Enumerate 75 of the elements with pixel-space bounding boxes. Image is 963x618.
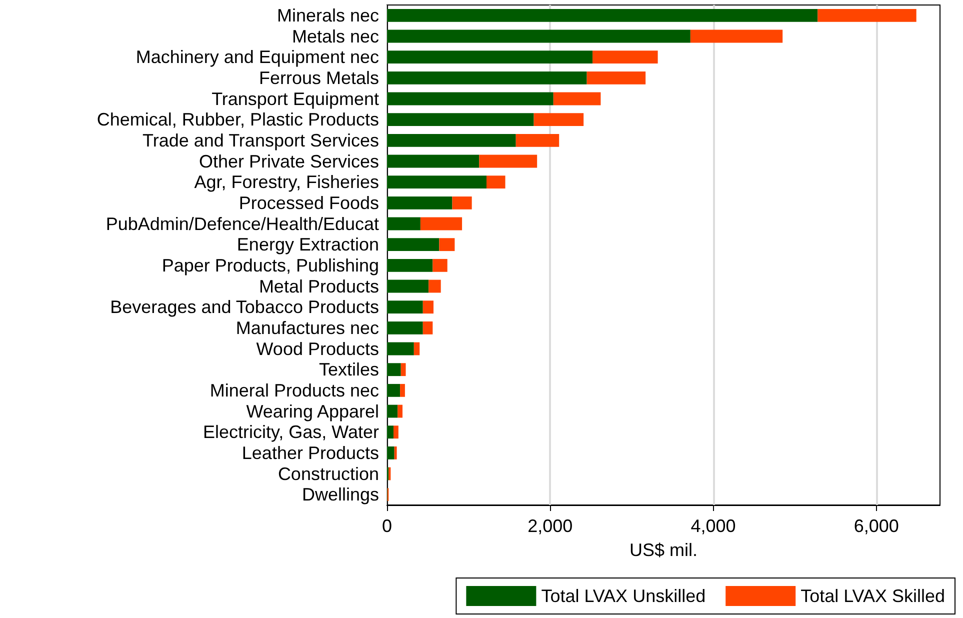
bar [452, 196, 472, 210]
bar [387, 404, 398, 418]
bar [387, 71, 587, 84]
bar [387, 50, 593, 64]
y-tick-label: Textiles [318, 360, 379, 380]
y-tick-label: Processed Foods [238, 192, 379, 213]
x-tick-label: 4,000 [690, 516, 736, 536]
bar [387, 342, 414, 356]
bar [387, 363, 401, 376]
y-tick-label: Chemical, Rubber, Plastic Products [96, 110, 379, 130]
y-tick-label: Machinery and Equipment nec [136, 47, 379, 68]
bar [387, 321, 423, 334]
bar [586, 71, 646, 84]
bar [387, 176, 487, 189]
bar [592, 50, 658, 64]
bar [422, 321, 433, 334]
y-tick-label: Wood Products [256, 338, 379, 359]
bar [387, 280, 429, 293]
bar [534, 113, 584, 126]
y-tick-label: Construction [278, 464, 379, 484]
bar [818, 8, 916, 22]
bar [394, 446, 397, 460]
x-axis-title: US$ mil. [629, 540, 698, 560]
y-tick-label: Electricity, Gas, Water [202, 422, 379, 442]
bar [387, 113, 534, 126]
bar [387, 92, 554, 106]
bar [420, 217, 462, 230]
y-tick-label: Metals nec [292, 26, 379, 46]
y-tick-label: Paper Products, Publishing [162, 255, 379, 276]
x-tick-label: 0 [382, 516, 392, 536]
bar [439, 238, 455, 252]
bar [422, 300, 434, 314]
y-tick-label: Agr, Forestry, Fisheries [194, 172, 379, 192]
bar [387, 154, 480, 168]
bar [387, 446, 394, 460]
x-tick-label: 6,000 [854, 516, 899, 536]
bar [387, 8, 818, 22]
bar [387, 384, 400, 397]
y-tick-label: Dwellings [302, 484, 379, 505]
bar [387, 134, 516, 147]
bar [516, 134, 560, 147]
bar [387, 238, 440, 252]
bar [394, 426, 398, 439]
bar [414, 342, 420, 356]
y-tick-label: Leather Products [242, 442, 379, 463]
legend-label: Total LVAX Skilled [800, 586, 945, 606]
y-tick-label: Energy Extraction [236, 234, 379, 255]
bar [432, 258, 448, 272]
y-tick-label: Transport Equipment [212, 88, 379, 109]
bar [387, 300, 423, 314]
x-tick-label: 2,000 [528, 516, 573, 536]
y-tick-label: Metal Products [258, 276, 379, 296]
y-tick-label: Manufactures nec [236, 318, 379, 338]
y-tick-label: Trade and Transport Services [142, 130, 379, 150]
bar [479, 154, 538, 168]
y-tick-label: Other Private Services [198, 151, 379, 172]
y-tick-label: Beverages and Tobacco Products [110, 297, 379, 318]
y-tick-label: Mineral Products nec [210, 380, 379, 400]
y-tick-label: Ferrous Metals [258, 68, 379, 88]
bar [387, 30, 690, 43]
bar [553, 92, 601, 106]
bar [400, 384, 405, 397]
bar [387, 217, 420, 230]
bar [387, 258, 433, 272]
bar [398, 404, 402, 418]
bar [690, 30, 783, 43]
bar [400, 363, 406, 376]
bar [486, 176, 506, 189]
y-tick-label: Wearing Apparel [246, 401, 379, 422]
y-tick-label: PubAdmin/Defence/Health/Educat [106, 214, 379, 234]
bar [387, 426, 394, 439]
y-tick-label: Minerals nec [276, 5, 379, 26]
legend-label: Total LVAX Unskilled [541, 586, 706, 606]
bar [387, 196, 452, 210]
bar [428, 280, 441, 293]
